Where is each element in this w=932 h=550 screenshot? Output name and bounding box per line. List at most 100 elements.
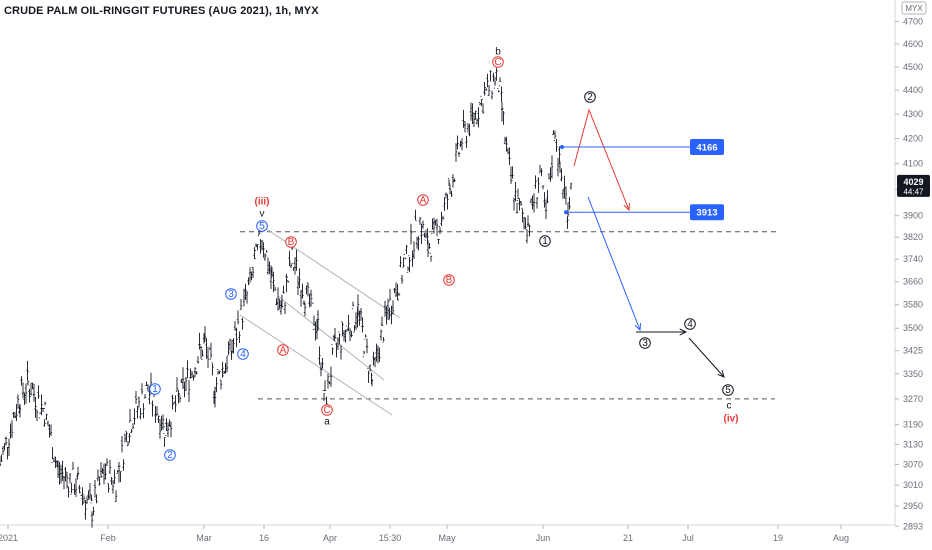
- last-price-badge: [897, 174, 930, 197]
- black-projection-arrow-a-head: [679, 328, 688, 336]
- last-price-value: 4029: [903, 177, 923, 187]
- currency-badge-label: MYX: [905, 4, 923, 13]
- wave-label-circle: [539, 235, 551, 247]
- black-projection-arrow-b[interactable]: [688, 337, 725, 378]
- price-level-anchor: [564, 210, 568, 215]
- black-projection-arrow-b-head: [717, 370, 725, 378]
- wave-label: 3: [642, 338, 648, 349]
- wave-label-circle: [164, 449, 176, 461]
- wave-label: B: [446, 275, 453, 286]
- price-tick-label: 3190: [903, 420, 923, 430]
- channel-line[interactable]: [239, 314, 393, 416]
- currency-badge[interactable]: [901, 1, 927, 15]
- wave-label: 2: [587, 92, 593, 103]
- wave-label-circle: [684, 318, 696, 330]
- price-tick-label: 3900: [903, 211, 923, 221]
- price-tick-label: 4700: [903, 17, 923, 27]
- price-tick-label: 4400: [903, 85, 923, 95]
- wave-label: 1: [542, 236, 548, 247]
- wave-label: A: [420, 195, 427, 206]
- wave-label: a: [324, 417, 330, 428]
- price-tick-label: 2893: [903, 521, 923, 531]
- time-tick-label: Apr: [323, 533, 337, 543]
- price-tick-label: 3010: [903, 480, 923, 490]
- wave-labels: 1 2 3 4 5 (iii)v A B Ca A B Cb 1 2 3 4 5 c (iv): [149, 47, 739, 461]
- price-tick-label: 2950: [903, 501, 923, 511]
- time-tick-label: May: [438, 533, 456, 543]
- price-bars: [0, 58, 573, 528]
- blue-projection-arrow-head: [634, 322, 642, 332]
- wave-label-circle: [237, 348, 249, 360]
- trend-channels: [239, 225, 401, 416]
- chart-title: CRUDE PALM OIL-RINGGIT FUTURES (AUG 2021…: [4, 5, 319, 17]
- time-tick-label: 15:30: [379, 533, 402, 543]
- price-tick-label: 3660: [903, 277, 923, 287]
- price-tick-label: 3500: [903, 323, 923, 333]
- price-level-text: 3913: [696, 208, 717, 219]
- wave-label-circle: [492, 56, 504, 68]
- wave-label: A: [280, 345, 287, 356]
- price-level-anchor: [560, 145, 564, 150]
- time-tick-label: 19: [773, 533, 783, 543]
- wave-label-circle: [417, 194, 429, 206]
- bar-countdown: 44:47: [903, 187, 924, 196]
- wave-label: (iii): [255, 197, 270, 208]
- price-tick-label: 4300: [903, 109, 923, 119]
- wave-label-circle: [584, 91, 596, 103]
- wave-label: b: [495, 47, 501, 58]
- price-tick-label: 3070: [903, 460, 923, 470]
- price-level-box[interactable]: [690, 139, 724, 156]
- wave-label: 1: [152, 384, 158, 395]
- price-tick-label: 4200: [903, 134, 923, 144]
- wave-label: 2: [167, 450, 173, 461]
- price-tick-label: 4600: [903, 39, 923, 49]
- wave-label: v: [260, 209, 265, 220]
- time-tick-label: Mar: [196, 533, 212, 543]
- time-tick-label: 16: [259, 533, 269, 543]
- wave-label: 5: [259, 221, 265, 232]
- wave-label: 3: [228, 289, 234, 300]
- price-tick-label: 3820: [903, 232, 923, 242]
- time-axis[interactable]: 2021 Feb Mar 16 Apr 15:30 May Jun 21 Jul 19 Aug: [0, 525, 849, 543]
- wave-label-circle: [321, 404, 333, 416]
- wave-label-circle: [722, 384, 734, 396]
- price-tick-label: 4500: [903, 62, 923, 72]
- price-axis[interactable]: 2893 2950 3010 3070 3130 3190 3270 3350 3425 3500…: [895, 17, 923, 532]
- time-tick-label: 21: [623, 533, 633, 543]
- price-tick-label: 3580: [903, 300, 923, 310]
- time-tick-label: Feb: [100, 533, 116, 543]
- price-level-box[interactable]: [690, 204, 724, 221]
- blue-projection-arrow[interactable]: [587, 196, 641, 331]
- time-tick-label: Jul: [682, 533, 694, 543]
- wave-label-circle: [639, 337, 651, 349]
- price-tick-label: 4100: [903, 159, 923, 169]
- price-level-text: 4166: [696, 143, 717, 154]
- wave-label: B: [288, 237, 295, 248]
- wave-label-circle: [443, 274, 455, 286]
- wave-label: C: [494, 57, 501, 68]
- wave-label: 4: [687, 319, 693, 330]
- wave-label-circle: [149, 383, 161, 395]
- price-tick-label: 3740: [903, 254, 923, 264]
- wave-label: (iv): [724, 414, 739, 425]
- price-tick-label: 3425: [903, 346, 923, 356]
- red-projection-arrow-head: [623, 202, 630, 212]
- time-tick-label: 2021: [0, 533, 18, 543]
- channel-line[interactable]: [277, 295, 385, 381]
- time-tick-label: Aug: [833, 533, 849, 543]
- wave-label-circle: [256, 220, 268, 232]
- wave-label-circle: [285, 236, 297, 248]
- price-tick-label: 3130: [903, 439, 923, 449]
- wave-label: 5: [725, 385, 731, 396]
- price-tick-label: 3350: [903, 369, 923, 379]
- wave-label: 4: [240, 349, 246, 360]
- wave-label-circle: [225, 288, 237, 300]
- channel-line[interactable]: [261, 225, 401, 319]
- wave-label: c: [727, 401, 732, 412]
- wave-label-circle: [277, 344, 289, 356]
- price-tick-label: 3270: [903, 394, 923, 404]
- time-tick-label: Jun: [536, 533, 551, 543]
